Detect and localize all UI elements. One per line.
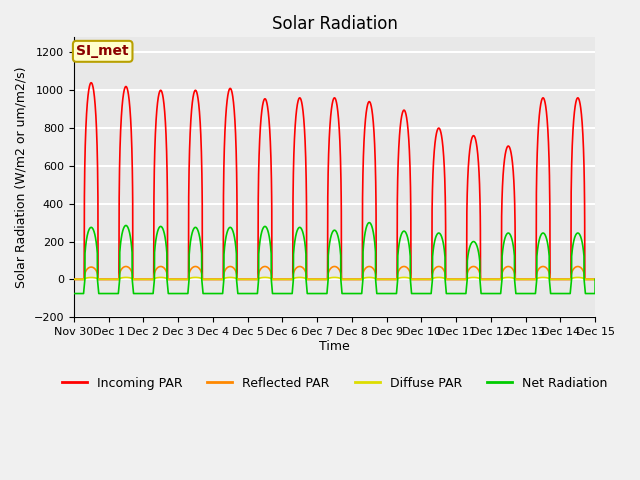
Reflected PAR — [164, 273, 172, 279]
Diffuse PAR — [481, 276, 488, 282]
Reflected PAR — [574, 264, 582, 269]
Reflected PAR — [70, 276, 77, 282]
Line: Incoming PAR: Incoming PAR — [74, 83, 595, 279]
Diffuse PAR — [591, 276, 598, 282]
Net Radiation — [365, 220, 373, 226]
Incoming PAR — [164, 276, 172, 282]
Incoming PAR — [591, 276, 598, 282]
Text: SI_met: SI_met — [76, 44, 129, 59]
Incoming PAR — [70, 276, 77, 282]
Diffuse PAR — [591, 276, 599, 282]
Reflected PAR — [451, 276, 459, 282]
Incoming PAR — [315, 276, 323, 282]
Diffuse PAR — [164, 276, 172, 282]
Incoming PAR — [481, 276, 488, 282]
Line: Reflected PAR: Reflected PAR — [74, 266, 595, 279]
Net Radiation — [70, 291, 77, 297]
Net Radiation — [422, 291, 430, 297]
Diffuse PAR — [574, 275, 582, 280]
Legend: Incoming PAR, Reflected PAR, Diffuse PAR, Net Radiation: Incoming PAR, Reflected PAR, Diffuse PAR… — [57, 372, 612, 395]
Diffuse PAR — [315, 276, 323, 282]
X-axis label: Time: Time — [319, 340, 350, 353]
Net Radiation — [315, 291, 323, 297]
Net Radiation — [591, 291, 598, 297]
Net Radiation — [164, 282, 172, 288]
Diffuse PAR — [451, 276, 459, 282]
Reflected PAR — [481, 276, 488, 282]
Line: Diffuse PAR: Diffuse PAR — [74, 277, 595, 279]
Reflected PAR — [422, 276, 430, 282]
Reflected PAR — [591, 276, 598, 282]
Diffuse PAR — [70, 276, 77, 282]
Diffuse PAR — [422, 276, 430, 282]
Incoming PAR — [87, 80, 95, 85]
Incoming PAR — [591, 276, 599, 282]
Reflected PAR — [591, 276, 599, 282]
Title: Solar Radiation: Solar Radiation — [271, 15, 397, 33]
Y-axis label: Solar Radiation (W/m2 or um/m2/s): Solar Radiation (W/m2 or um/m2/s) — [15, 67, 28, 288]
Reflected PAR — [315, 276, 323, 282]
Net Radiation — [451, 291, 459, 297]
Net Radiation — [481, 291, 488, 297]
Line: Net Radiation: Net Radiation — [74, 223, 595, 294]
Incoming PAR — [451, 276, 459, 282]
Net Radiation — [591, 276, 599, 282]
Incoming PAR — [422, 276, 430, 282]
